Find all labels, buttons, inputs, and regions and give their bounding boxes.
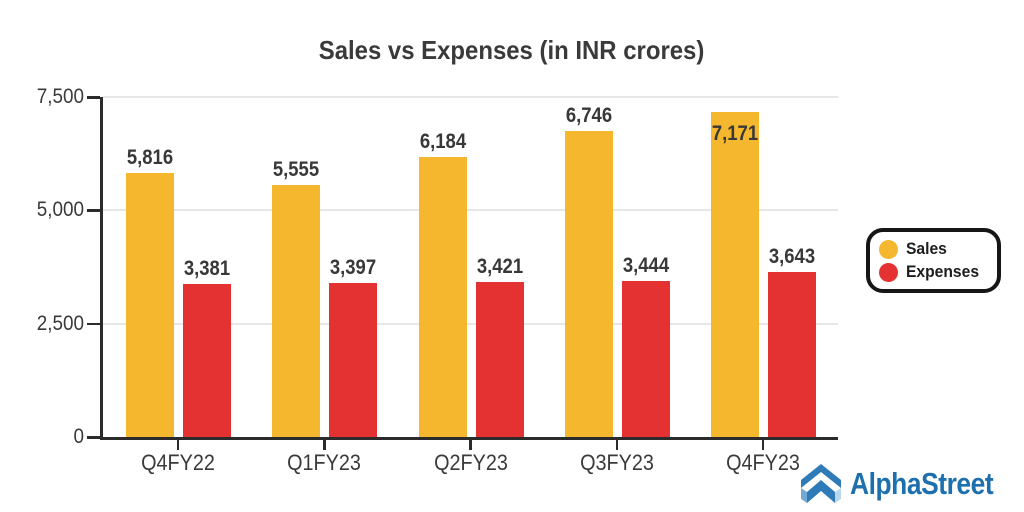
bar-sales-q4fy22 xyxy=(126,173,174,437)
bar-expenses-q2fy23 xyxy=(475,281,524,437)
chart-title-text: Sales vs Expenses (in INR crores) xyxy=(319,35,705,65)
brand-logo: AlphaStreet xyxy=(797,460,1018,508)
bar-expenses-q4fy22 xyxy=(183,283,231,437)
bar-sales-q1fy23 xyxy=(272,185,321,437)
y-axis-line xyxy=(100,97,103,440)
value-label-sales-q2fy23: 6,184 xyxy=(419,129,466,153)
x-tick-label-q3fy23: Q3FY23 xyxy=(580,450,654,475)
x-axis-line xyxy=(100,437,838,440)
brand-name: AlphaStreet xyxy=(850,466,994,501)
bar-expenses-q3fy23 xyxy=(621,280,670,437)
legend-label-expenses: Expenses xyxy=(906,262,980,281)
value-label-sales-q4fy23: 7,171 xyxy=(712,121,759,145)
bar-expenses-q1fy23 xyxy=(329,283,378,437)
y-tick-label-0: 0 xyxy=(73,425,84,448)
bar-sales-q3fy23 xyxy=(564,131,613,437)
value-label-expenses-q4fy23: 3,643 xyxy=(769,244,816,268)
legend-item-sales: Sales xyxy=(879,238,985,260)
y-tick-label-5000: 5,000 xyxy=(36,198,84,222)
bar-sales-q4fy23 xyxy=(711,111,760,437)
legend-label-sales: Sales xyxy=(906,239,947,258)
gridline-2500 xyxy=(102,322,838,325)
y-tick-label-7500: 7,500 xyxy=(36,85,84,108)
gridline-7500 xyxy=(102,96,838,98)
y-tick-5000 xyxy=(87,209,100,212)
y-tick-2500 xyxy=(87,322,100,326)
legend-swatch-sales xyxy=(879,239,898,259)
x-tick-label-q4fy23: Q4FY23 xyxy=(726,450,801,475)
x-tick-q4fy23 xyxy=(761,440,765,450)
value-label-expenses-q3fy23: 3,444 xyxy=(622,253,670,277)
y-tick-0 xyxy=(87,436,100,439)
x-tick-q4fy22 xyxy=(176,440,180,450)
x-tick-q3fy23 xyxy=(615,440,619,450)
legend: Sales Expenses xyxy=(866,228,1002,293)
x-tick-label-q2fy23: Q2FY23 xyxy=(433,450,508,475)
value-label-expenses-q4fy22: 3,381 xyxy=(183,256,231,280)
y-tick-7500 xyxy=(87,96,100,99)
x-tick-label-q4fy22: Q4FY22 xyxy=(141,450,215,475)
chart-title: Sales vs Expenses (in INR crores) xyxy=(0,35,1024,66)
x-tick-q2fy23 xyxy=(469,440,472,450)
value-label-expenses-q1fy23: 3,397 xyxy=(330,256,377,279)
legend-item-expenses: Expenses xyxy=(879,261,985,283)
value-label-sales-q1fy23: 5,555 xyxy=(273,158,320,182)
x-tick-label-q1fy23: Q1FY23 xyxy=(287,450,362,475)
gridline-5000 xyxy=(102,209,838,212)
value-label-expenses-q2fy23: 3,421 xyxy=(476,254,523,278)
value-label-sales-q3fy23: 6,746 xyxy=(565,104,613,128)
bar-expenses-q4fy23 xyxy=(768,271,817,437)
y-tick-label-2500: 2,500 xyxy=(36,311,84,335)
legend-swatch-expenses xyxy=(879,262,898,282)
bar-sales-q2fy23 xyxy=(418,156,467,437)
value-label-sales-q4fy22: 5,816 xyxy=(126,146,174,170)
alphastreet-logo-icon xyxy=(801,464,841,503)
x-tick-q1fy23 xyxy=(323,440,326,450)
